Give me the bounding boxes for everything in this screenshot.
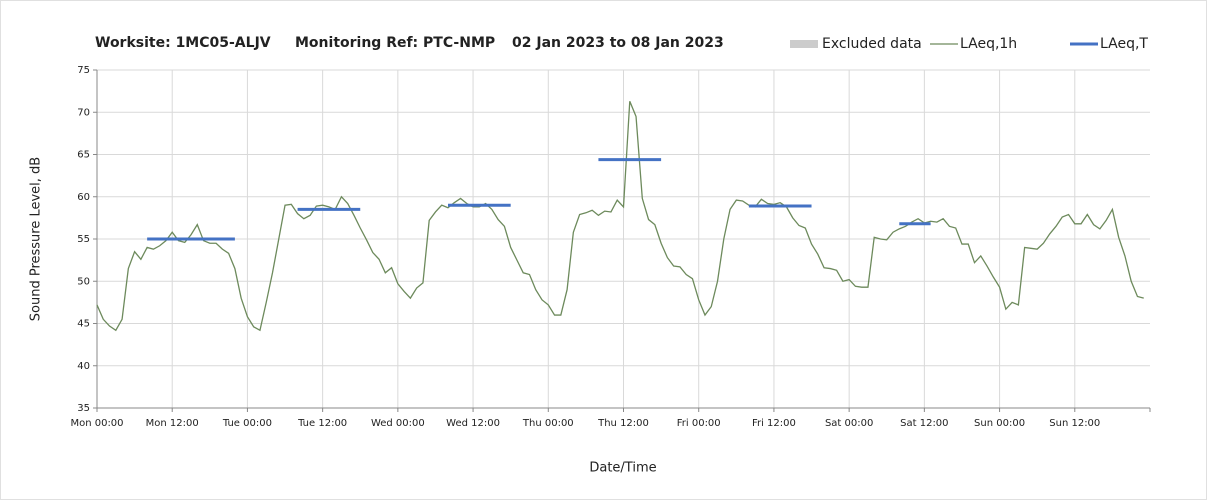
x-tick-label: Fri 12:00	[752, 418, 796, 429]
legend-label: LAeq,1h	[960, 36, 1017, 52]
x-tick-label: Mon 12:00	[146, 418, 199, 429]
y-tick-label: 45	[77, 319, 90, 330]
laeq-1h-line	[96, 101, 1144, 332]
y-tick-label: 60	[77, 192, 90, 203]
y-axis-label: Sound Pressure Level, dB	[29, 157, 44, 321]
x-tick-label: Sat 00:00	[825, 418, 873, 429]
x-tick-label: Wed 00:00	[371, 418, 425, 429]
legend-swatch	[790, 40, 818, 48]
y-tick-label: 75	[77, 65, 90, 76]
x-tick-label: Sat 12:00	[900, 418, 948, 429]
title-period: 02 Jan 2023 to 08 Jan 2023	[512, 35, 724, 51]
y-tick-label: 65	[77, 150, 90, 161]
legend-label: Excluded data	[822, 36, 922, 52]
title-ref: Monitoring Ref: PTC-NMP	[295, 35, 495, 51]
x-tick-label: Sun 12:00	[1049, 418, 1100, 429]
y-tick-label: 70	[77, 107, 90, 118]
y-tick-label: 40	[77, 361, 90, 372]
x-tick-label: Sun 00:00	[974, 418, 1025, 429]
y-tick-label: 50	[77, 276, 90, 287]
x-tick-label: Thu 12:00	[597, 418, 649, 429]
y-tick-label: 55	[77, 234, 90, 245]
title-worksite: Worksite: 1MC05-ALJV	[95, 35, 271, 51]
x-tick-label: Wed 12:00	[446, 418, 500, 429]
x-axis-label: Date/Time	[589, 461, 656, 476]
x-tick-label: Mon 00:00	[70, 418, 123, 429]
y-tick-label: 35	[77, 403, 90, 414]
x-tick-label: Tue 12:00	[297, 418, 347, 429]
x-tick-label: Thu 00:00	[522, 418, 574, 429]
x-tick-label: Tue 00:00	[222, 418, 272, 429]
x-tick-label: Fri 00:00	[677, 418, 721, 429]
legend-label: LAeq,T	[1100, 36, 1148, 52]
